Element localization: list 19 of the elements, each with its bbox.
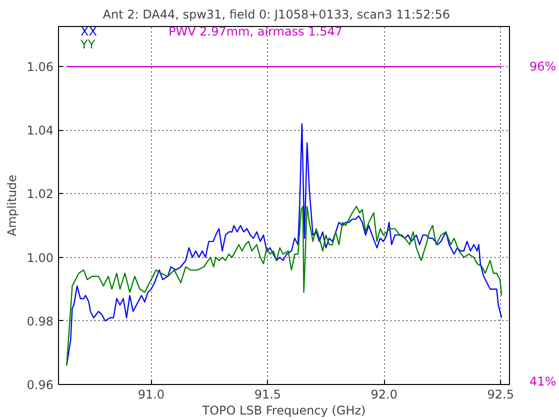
y-tick-label: 0.98	[26, 314, 54, 328]
x-axis-title: TOPO LSB Frequency (GHz)	[201, 404, 366, 418]
x-tick-label: 91.0	[138, 388, 165, 402]
x-tick-label: 92.0	[370, 388, 398, 402]
chart-title: Ant 2: DA44, spw31, field 0: J1058+0133, scan3 11:52:56	[102, 8, 450, 22]
x-tick-label: 92.5	[487, 388, 514, 402]
y-tick-label: 1.06	[26, 60, 54, 74]
x-tick-label: 91.5	[254, 388, 282, 402]
y-tick-label: 1.04	[26, 124, 54, 138]
annotation: PWV 2.97mm, airmass 1.547	[168, 24, 342, 38]
text: XX	[80, 24, 97, 38]
y-tick-label: 1.00	[26, 250, 54, 265]
text: YY	[80, 38, 96, 52]
y-tick-label: 0.96	[26, 378, 54, 392]
y-axis-title: Amplitude	[4, 174, 19, 236]
y-tick-label: 1.02	[26, 187, 54, 202]
y2-tick-label: 41%	[530, 374, 556, 389]
y2-tick-label: 96%	[530, 60, 556, 74]
line-series	[66, 206, 502, 366]
